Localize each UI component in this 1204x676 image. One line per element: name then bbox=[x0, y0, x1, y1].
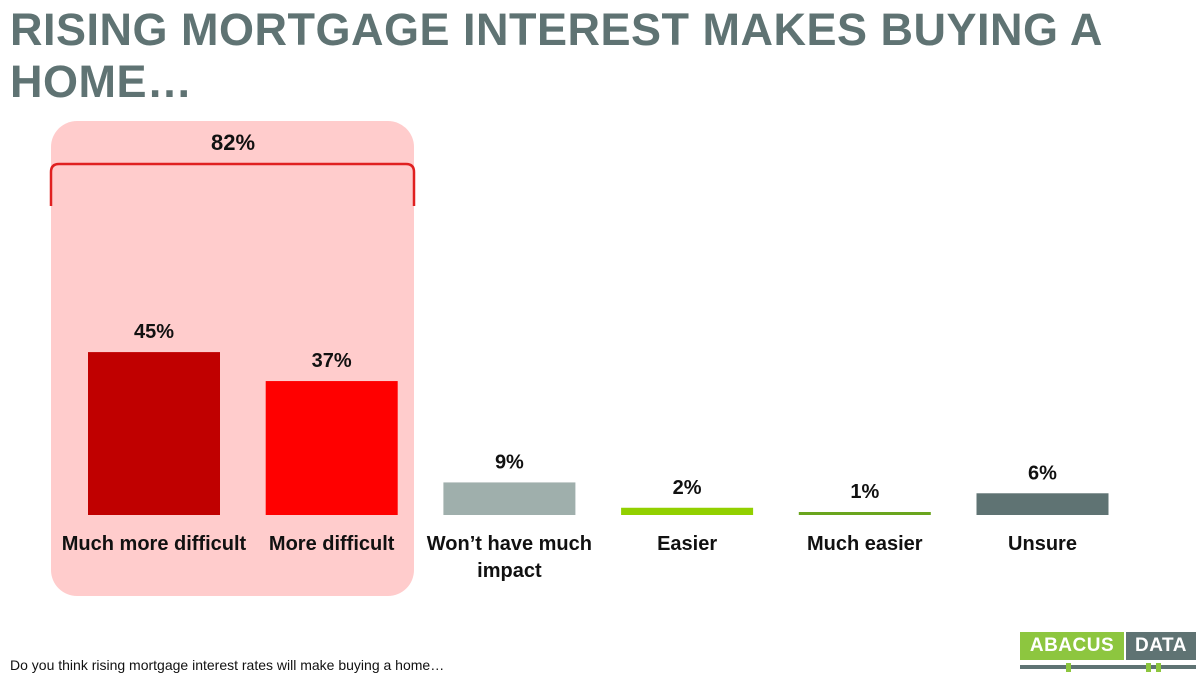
logo-text-abacus: ABACUS bbox=[1020, 632, 1124, 660]
data-label: 37% bbox=[312, 350, 352, 372]
category-label: Easier bbox=[657, 533, 718, 555]
logo-tab bbox=[1156, 663, 1161, 672]
category-label: Won’t have much impact bbox=[426, 533, 592, 582]
category-label: Much easier bbox=[806, 533, 923, 555]
bar bbox=[443, 482, 576, 515]
bar bbox=[265, 381, 398, 515]
logo-text-data: DATA bbox=[1126, 632, 1196, 660]
page-title: RISING MORTGAGE INTEREST MAKES BUYING A … bbox=[10, 4, 1102, 107]
abacus-data-logo: ABACUS DATA bbox=[1020, 632, 1196, 674]
bar bbox=[88, 352, 220, 515]
data-label: 1% bbox=[850, 481, 879, 503]
logo-rail bbox=[1020, 665, 1196, 669]
bar bbox=[798, 512, 931, 515]
data-label: 45% bbox=[134, 321, 174, 343]
logo-tab bbox=[1066, 663, 1071, 672]
data-label: 2% bbox=[673, 477, 702, 499]
data-label: 6% bbox=[1028, 462, 1057, 484]
question-footnote: Do you think rising mortgage interest ra… bbox=[10, 657, 445, 673]
category-label: Unsure bbox=[1008, 533, 1077, 555]
group-total-label: 82% bbox=[211, 130, 255, 155]
logo-tab bbox=[1146, 663, 1151, 672]
data-label: 9% bbox=[495, 451, 524, 473]
category-label: More difficult bbox=[268, 533, 395, 555]
group-bracket bbox=[49, 162, 416, 206]
category-label: Much more difficult bbox=[61, 533, 247, 555]
bar bbox=[976, 493, 1109, 515]
bar bbox=[621, 507, 754, 515]
